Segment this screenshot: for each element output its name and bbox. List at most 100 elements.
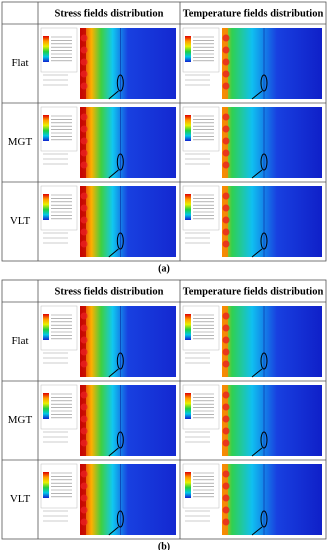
highlight-ellipse [260, 153, 268, 171]
field-bump [222, 228, 230, 236]
field-plot [222, 186, 322, 257]
field-bump [222, 58, 230, 66]
highlight-ellipse [260, 510, 268, 528]
table-border [1, 1, 327, 262]
field-bump [222, 137, 230, 145]
field-plot [80, 385, 176, 456]
legend-colorbar [43, 194, 49, 220]
field-bump [80, 470, 88, 478]
column-header: Temperature fields distribution [183, 8, 324, 19]
arrow [251, 447, 263, 457]
field-bump [222, 192, 230, 200]
field-bump [80, 518, 88, 526]
field-bump [80, 113, 88, 121]
row-label: Flat [11, 57, 28, 69]
highlight-ellipse [116, 431, 124, 449]
field-bump [80, 415, 88, 423]
highlight-ellipse [116, 352, 124, 370]
field-bump [80, 494, 88, 502]
field-bump [80, 149, 88, 157]
highlight-ellipse [116, 232, 124, 250]
field-bump [222, 415, 230, 423]
legend-box [182, 185, 220, 231]
field-bump [222, 240, 230, 248]
arrow [108, 248, 119, 258]
field-bump [222, 216, 230, 224]
arrow [108, 368, 119, 378]
arrow [251, 526, 263, 536]
figure-label: (b) [158, 541, 170, 550]
arrow [251, 368, 263, 378]
field-bump [80, 391, 88, 399]
row-label: VLT [10, 493, 31, 505]
field-bump [80, 216, 88, 224]
arrow [108, 169, 119, 179]
field-bump [80, 34, 88, 42]
field-plot [80, 306, 176, 377]
arrow [108, 447, 119, 457]
legend-colorbar [43, 472, 49, 498]
field-bump [80, 324, 88, 332]
field-bump [80, 336, 88, 344]
highlight-ellipse [260, 74, 268, 92]
field-bump [222, 427, 230, 435]
legend-colorbar [43, 36, 49, 62]
arrow [251, 248, 263, 258]
field-bump [80, 228, 88, 236]
row-label: MGT [8, 414, 33, 426]
field-bump [80, 439, 88, 447]
field-bump [80, 125, 88, 133]
field-bump [222, 391, 230, 399]
arrow [251, 90, 263, 100]
field-bump [80, 204, 88, 212]
field-bump [80, 82, 88, 90]
table-border [1, 279, 327, 540]
legend-colorbar [185, 36, 191, 62]
field-plot [222, 306, 322, 377]
figure-label: (a) [158, 263, 170, 274]
field-bump [80, 58, 88, 66]
arrow [251, 169, 263, 179]
field-bump [80, 427, 88, 435]
field-bump [80, 506, 88, 514]
legend-colorbar [185, 194, 191, 220]
field-bump [80, 348, 88, 356]
legend-colorbar [185, 472, 191, 498]
legend-colorbar [43, 393, 49, 419]
field-plot [222, 107, 322, 178]
field-bump [222, 494, 230, 502]
legend-colorbar [185, 393, 191, 419]
field-plot [80, 464, 176, 535]
legend-colorbar [185, 314, 191, 340]
field-bump [222, 482, 230, 490]
field-plot [80, 28, 176, 99]
legend-colorbar [43, 314, 49, 340]
arrow [108, 526, 119, 536]
highlight-ellipse [260, 352, 268, 370]
field-plot [222, 28, 322, 99]
highlight-ellipse [260, 232, 268, 250]
highlight-ellipse [116, 74, 124, 92]
field-bump [222, 324, 230, 332]
field-bump [222, 34, 230, 42]
field-bump [80, 137, 88, 145]
field-bump [222, 204, 230, 212]
field-plot [222, 464, 322, 535]
arrow [108, 90, 119, 100]
field-bump [222, 336, 230, 344]
field-bump [80, 70, 88, 78]
field-bump [80, 161, 88, 169]
row-label: Flat [11, 335, 28, 347]
field-bump [222, 82, 230, 90]
field-plot [222, 385, 322, 456]
row-label: VLT [10, 215, 31, 227]
field-bump [80, 240, 88, 248]
field-bump [80, 482, 88, 490]
row-label: MGT [8, 136, 33, 148]
column-header: Stress fields distribution [55, 8, 164, 19]
field-bump [222, 46, 230, 54]
field-bump [222, 470, 230, 478]
field-bump [222, 149, 230, 157]
legend-colorbar [43, 115, 49, 141]
